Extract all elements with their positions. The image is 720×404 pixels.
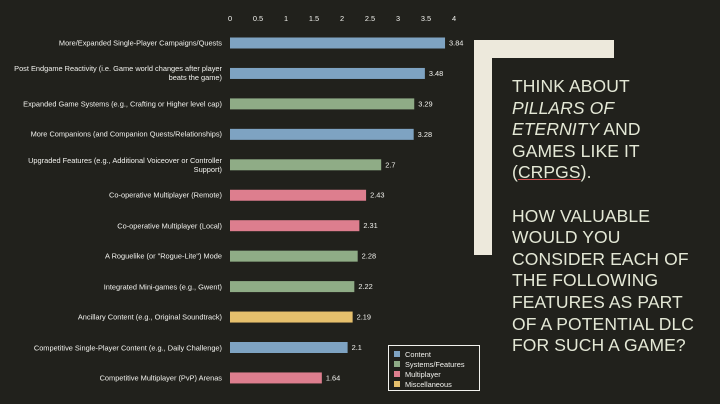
bar (230, 342, 348, 353)
bar (230, 67, 425, 79)
legend-label: Miscellaneous (405, 379, 452, 389)
text: THINK ABOUT (512, 76, 630, 96)
bar (230, 189, 367, 201)
legend-item: Content (394, 349, 479, 359)
value-label: 1.64 (326, 373, 340, 382)
bar (230, 250, 358, 262)
value-label: 2.43 (370, 191, 384, 200)
y-tick-label: Post Endgame Reactivity (i.e. Game world… (14, 64, 222, 83)
y-tick-label: Competitive Single-Player Content (e.g.,… (33, 343, 222, 352)
x-tick-label: 0 (228, 14, 232, 23)
y-tick-label: Competitive Multiplayer (PvP) Arenas (99, 373, 222, 383)
value-label: 2.7 (385, 160, 395, 169)
value-label: 3.29 (418, 99, 432, 108)
question-paragraph: HOW VALUABLE WOULD YOU CONSIDER EACH OF … (512, 205, 695, 356)
value-label: 2.28 (362, 252, 376, 261)
legend-label: Multiplayer (405, 369, 441, 379)
side-text: THINK ABOUT PILLARS OF ETERNITY AND GAME… (512, 76, 702, 378)
y-tick-label: More/Expanded Single-Player Campaigns/Qu… (58, 38, 222, 48)
text: AND GAMES LIKE IT ( (512, 119, 641, 183)
y-tick-label: Co-operative Multiplayer (Local) (117, 221, 222, 231)
bar (230, 220, 360, 232)
legend-swatch (394, 381, 400, 387)
y-tick-label: Co-operative Multiplayer (Remote) (109, 190, 222, 200)
legend: Content Systems/Features Multiplayer Miscel… (388, 345, 480, 391)
y-tick-label: Upgraded Features (e.g., Additional Voic… (28, 155, 222, 174)
x-tick-label: 2 (340, 14, 344, 23)
x-tick-label: 3.5 (421, 14, 431, 23)
legend-swatch (394, 371, 400, 377)
bar (230, 281, 355, 293)
bracket-decoration (474, 40, 614, 255)
legend-item: Miscellaneous (394, 379, 479, 389)
x-tick-label: 2.5 (365, 14, 375, 23)
text: CRPGS (517, 162, 581, 183)
bar (230, 372, 322, 384)
legend-label: Systems/Features (405, 359, 465, 369)
bar (230, 98, 415, 110)
y-tick-label: More Companions (and Companion Quests/Re… (30, 129, 222, 139)
value-label: 2.22 (358, 282, 372, 291)
game-title: PILLARS OF ETERNITY (512, 97, 614, 140)
legend-swatch (394, 361, 400, 367)
bar (230, 37, 446, 49)
value-label: 3.84 (449, 38, 463, 47)
x-tick-label: 1.5 (309, 14, 319, 23)
legend-item: Multiplayer (394, 369, 479, 379)
value-label: 2.19 (357, 313, 371, 322)
value-label: 2.31 (363, 221, 377, 230)
bar (230, 159, 382, 171)
legend-label: Content (405, 349, 431, 359)
y-tick-label: Expanded Game Systems (e.g., Crafting or… (23, 99, 222, 109)
bar (230, 128, 414, 140)
legend-swatch (394, 351, 400, 357)
x-tick-label: 0.5 (253, 14, 263, 23)
value-label: 3.48 (429, 69, 443, 78)
question-paragraph: THINK ABOUT PILLARS OF ETERNITY AND GAME… (512, 76, 702, 184)
value-label: 2.1 (352, 343, 362, 352)
y-tick-label: Ancillary Content (e.g., Original Soundt… (77, 312, 222, 322)
x-tick-label: 3 (396, 14, 400, 23)
x-tick-label: 4 (452, 14, 456, 23)
y-tick-label: Integrated Mini-games (e.g., Gwent) (103, 282, 222, 292)
y-tick-label: A Roguelike (or "Rogue-Lite") Mode (105, 251, 222, 261)
x-tick-label: 1 (284, 14, 288, 23)
value-label: 3.28 (418, 130, 432, 139)
bar (230, 311, 353, 323)
legend-item: Systems/Features (394, 359, 479, 369)
text: ). (580, 162, 592, 183)
